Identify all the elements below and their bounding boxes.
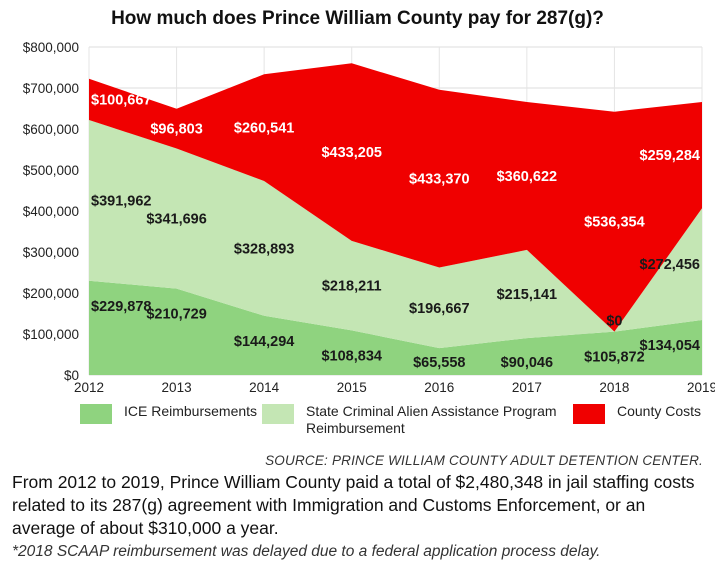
- data-label-scaap: $196,667: [409, 301, 469, 317]
- y-tick-label: $800,000: [23, 40, 79, 55]
- y-tick-label: $100,000: [23, 327, 79, 342]
- x-tick-label: 2015: [337, 380, 367, 395]
- source-note: SOURCE: PRINCE WILLIAM COUNTY ADULT DETE…: [265, 453, 703, 468]
- data-label-ice: $134,054: [640, 338, 700, 354]
- data-label-county: $100,667: [91, 92, 151, 108]
- data-label-ice: $108,834: [321, 348, 381, 364]
- y-tick-label: $600,000: [23, 122, 79, 137]
- legend-label-ice: ICE Reimbursements: [124, 403, 258, 419]
- x-tick-label: 2012: [74, 380, 104, 395]
- x-tick-label: 2014: [249, 380, 280, 395]
- x-tick-label: 2019: [687, 380, 715, 395]
- data-label-ice: $105,872: [584, 350, 644, 366]
- data-label-scaap: $218,211: [322, 279, 382, 295]
- data-label-county: $433,205: [321, 145, 381, 161]
- legend-swatch-ice: [80, 404, 112, 424]
- stacked-area-chart: $0 $100,000 $200,000 $300,000 $400,000 $500,0…: [23, 40, 715, 395]
- legend-item-scaap: State Criminal Alien Assistance Program …: [262, 403, 582, 437]
- legend-swatch-county: [573, 404, 605, 424]
- legend-label-county: County Costs: [617, 403, 702, 419]
- data-label-county: $536,354: [584, 215, 644, 231]
- legend-swatch-scaap: [262, 404, 294, 424]
- data-label-ice: $90,046: [501, 355, 553, 371]
- legend-item-ice: ICE Reimbursements: [80, 403, 257, 424]
- data-label-county: $96,803: [150, 122, 202, 138]
- y-tick-label: $200,000: [23, 286, 79, 301]
- data-label-county: $260,541: [234, 121, 294, 137]
- data-label-scaap: $215,141: [497, 287, 557, 303]
- area-county: [89, 63, 702, 332]
- summary-note: From 2012 to 2019, Prince William County…: [12, 472, 695, 538]
- area-scaap: [89, 120, 702, 349]
- data-label-county: $259,284: [640, 148, 700, 164]
- data-label-scaap: $341,696: [146, 212, 206, 228]
- x-tick-label: 2018: [599, 380, 629, 395]
- chart-legend: ICE Reimbursements State Criminal Alien …: [0, 403, 715, 439]
- y-tick-label: $500,000: [23, 163, 79, 178]
- data-label-county: $433,370: [409, 172, 469, 188]
- data-label-ice: $65,558: [413, 355, 465, 371]
- data-label-scaap: $391,962: [91, 193, 151, 209]
- data-label-county: $360,622: [497, 169, 557, 185]
- y-tick-label: $300,000: [23, 245, 79, 260]
- data-label-ice: $229,878: [91, 299, 151, 315]
- chart-title: How much does Prince William County pay …: [111, 8, 604, 29]
- y-tick-label: $400,000: [23, 204, 79, 219]
- area-ice: [89, 280, 702, 375]
- data-label-scaap: $272,456: [640, 257, 700, 273]
- data-label-scaap: $328,893: [234, 241, 294, 257]
- data-label-ice: $210,729: [146, 307, 206, 323]
- y-tick-label: $700,000: [23, 81, 79, 96]
- x-tick-label: 2013: [162, 380, 192, 395]
- y-tick-label: $0: [64, 368, 79, 383]
- data-label-ice: $144,294: [234, 334, 294, 350]
- data-label-scaap: $0: [606, 314, 622, 330]
- x-tick-label: 2017: [512, 380, 542, 395]
- legend-item-county: County Costs: [573, 403, 701, 424]
- x-tick-label: 2016: [424, 380, 454, 395]
- footnote: *2018 SCAAP reimbursement was delayed du…: [12, 543, 601, 560]
- legend-label-scaap: State Criminal Alien Assistance Program …: [306, 403, 557, 436]
